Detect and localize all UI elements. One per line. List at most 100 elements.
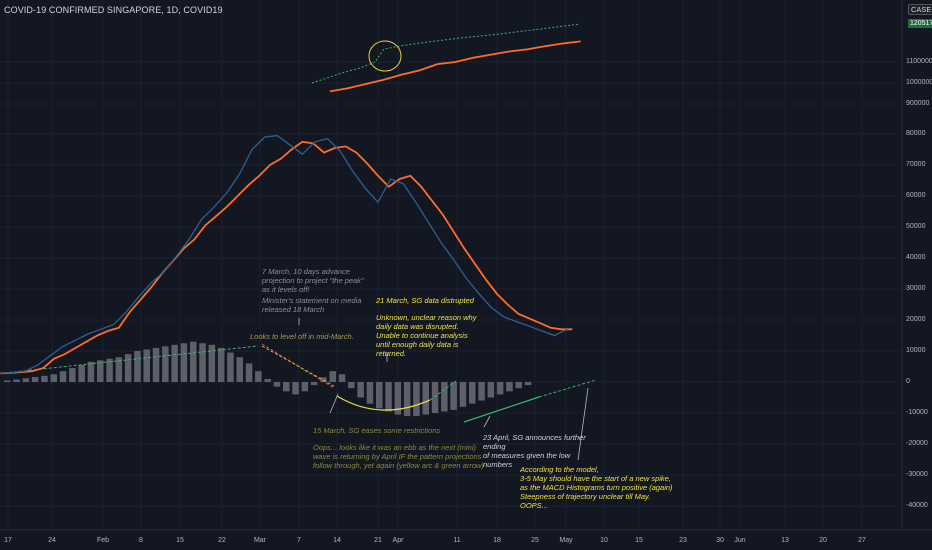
last-value-tag: 1205177	[908, 19, 932, 28]
histogram-bar	[217, 347, 225, 382]
histogram-bar	[208, 344, 216, 382]
histogram-bar	[190, 341, 197, 382]
histogram-bar	[13, 379, 20, 382]
green-projection-dotted	[311, 23, 581, 84]
histogram-bar	[264, 378, 271, 382]
x-tick-label: 13	[781, 537, 789, 544]
x-tick-label: 21	[374, 537, 382, 544]
chart-drawings	[3, 23, 597, 461]
annotation-oops: Oops... looks like it was an ebb as the …	[313, 443, 484, 470]
y-tick-label: -20000	[906, 440, 928, 447]
x-tick-label: 10	[600, 537, 608, 544]
x-tick-label: 7	[297, 537, 301, 544]
histogram-bar	[199, 343, 206, 382]
histogram-bar	[180, 343, 188, 382]
histogram-bar	[245, 363, 253, 382]
histogram-bar	[524, 382, 532, 386]
y-tick-label: 0	[906, 378, 910, 385]
x-tick-label: 25	[531, 537, 539, 544]
histogram-bar	[385, 382, 392, 412]
histogram-bar	[292, 382, 299, 395]
x-tick-label: 15	[176, 537, 184, 544]
x-tick-label: 8	[139, 537, 143, 544]
histogram-bar	[124, 354, 132, 382]
histogram-bar	[413, 382, 420, 417]
histogram-bar	[97, 360, 104, 382]
y-tick-label: 40000	[906, 254, 926, 261]
histogram-bar	[376, 382, 383, 409]
y-tick-label: -10000	[906, 409, 928, 416]
histogram-bar	[171, 344, 178, 382]
yellow-highlight-circle	[368, 40, 402, 72]
annotation-level-off: Looks to level off in mid-March.	[250, 332, 354, 341]
histogram-bar	[469, 382, 476, 404]
x-tick-label: 23	[679, 537, 687, 544]
x-tick-label: 22	[218, 537, 226, 544]
x-tick-label: Apr	[392, 537, 404, 544]
x-tick-label: 30	[716, 537, 724, 544]
histogram-bar	[152, 347, 160, 382]
histogram-bar	[22, 378, 30, 382]
pointer-arrow-5	[577, 387, 589, 461]
price-line	[329, 40, 581, 93]
histogram-bar	[4, 380, 11, 382]
histogram-bar	[357, 382, 364, 398]
histogram-bar	[78, 364, 85, 382]
histogram-bar	[441, 382, 448, 412]
histogram-bar	[320, 377, 327, 382]
histogram-bar	[329, 371, 336, 382]
histogram-bar	[273, 382, 281, 387]
green-trend-arrow-2	[463, 396, 540, 423]
green-trend-arrow-1	[3, 345, 259, 374]
y-tick-label: 70000	[906, 161, 926, 168]
histogram-bar	[478, 382, 485, 401]
x-tick-label: Jun	[734, 537, 746, 544]
histogram-bar	[255, 371, 262, 382]
histogram-bar	[403, 382, 411, 417]
histogram-bar	[310, 382, 318, 386]
histogram-bar	[69, 368, 76, 382]
annotation-15-march: 15 March, SG eases some restrictions	[313, 426, 441, 435]
x-tick-label: 20	[819, 537, 827, 544]
x-tick-label: 15	[635, 537, 643, 544]
y-tick-label: 1100000	[906, 58, 932, 65]
x-tick-label: 27	[858, 537, 866, 544]
x-tick-label: 18	[493, 537, 501, 544]
histogram-bar	[515, 382, 522, 389]
chart-grid	[0, 0, 932, 531]
histogram-bar	[348, 382, 355, 389]
histogram-bar	[87, 361, 95, 382]
y-tick-label: 50000	[906, 223, 926, 230]
annotation-unknown: Unknown, unclear reason why daily data w…	[376, 313, 477, 358]
histogram-bar	[134, 351, 141, 382]
histogram-bar	[236, 357, 243, 382]
histogram-bar	[422, 382, 429, 415]
chart-title: COVID-19 CONFIRMED SINGAPORE, 1D, COVID1…	[4, 5, 223, 15]
histogram-bar	[59, 371, 67, 382]
x-tick-label: May	[559, 537, 573, 544]
histogram-bar	[487, 382, 495, 398]
y-tick-label: -40000	[906, 502, 928, 509]
x-tick-label: Mar	[253, 537, 267, 544]
annotation-23-april: 23 April, SG announces further ending of…	[483, 433, 586, 469]
histogram-bar	[115, 357, 123, 382]
histogram-bar	[50, 374, 57, 382]
histogram-bar	[450, 382, 457, 410]
macd-histogram	[4, 341, 532, 417]
y-tick-label: 900000	[906, 100, 930, 107]
annotation-7-march: 7 March, 10 days advance projection to p…	[262, 267, 364, 294]
histogram-bar	[506, 382, 513, 392]
green-arc-arrow	[429, 380, 457, 401]
y-tick-label: 10000	[906, 347, 926, 354]
y-tick-label: 30000	[906, 285, 926, 292]
x-tick-label: 11	[453, 537, 461, 544]
histogram-bar	[143, 349, 150, 382]
y-tick-label: 20000	[906, 316, 926, 323]
unit-badge[interactable]: CASES	[908, 4, 932, 15]
x-tick-label: Feb	[96, 537, 110, 544]
pointer-arrow-3	[329, 393, 339, 414]
y-tick-label: 60000	[906, 192, 926, 199]
blue-oscillator-line	[0, 134, 568, 374]
x-tick-label: 14	[333, 537, 341, 544]
chart-lines	[0, 40, 581, 375]
